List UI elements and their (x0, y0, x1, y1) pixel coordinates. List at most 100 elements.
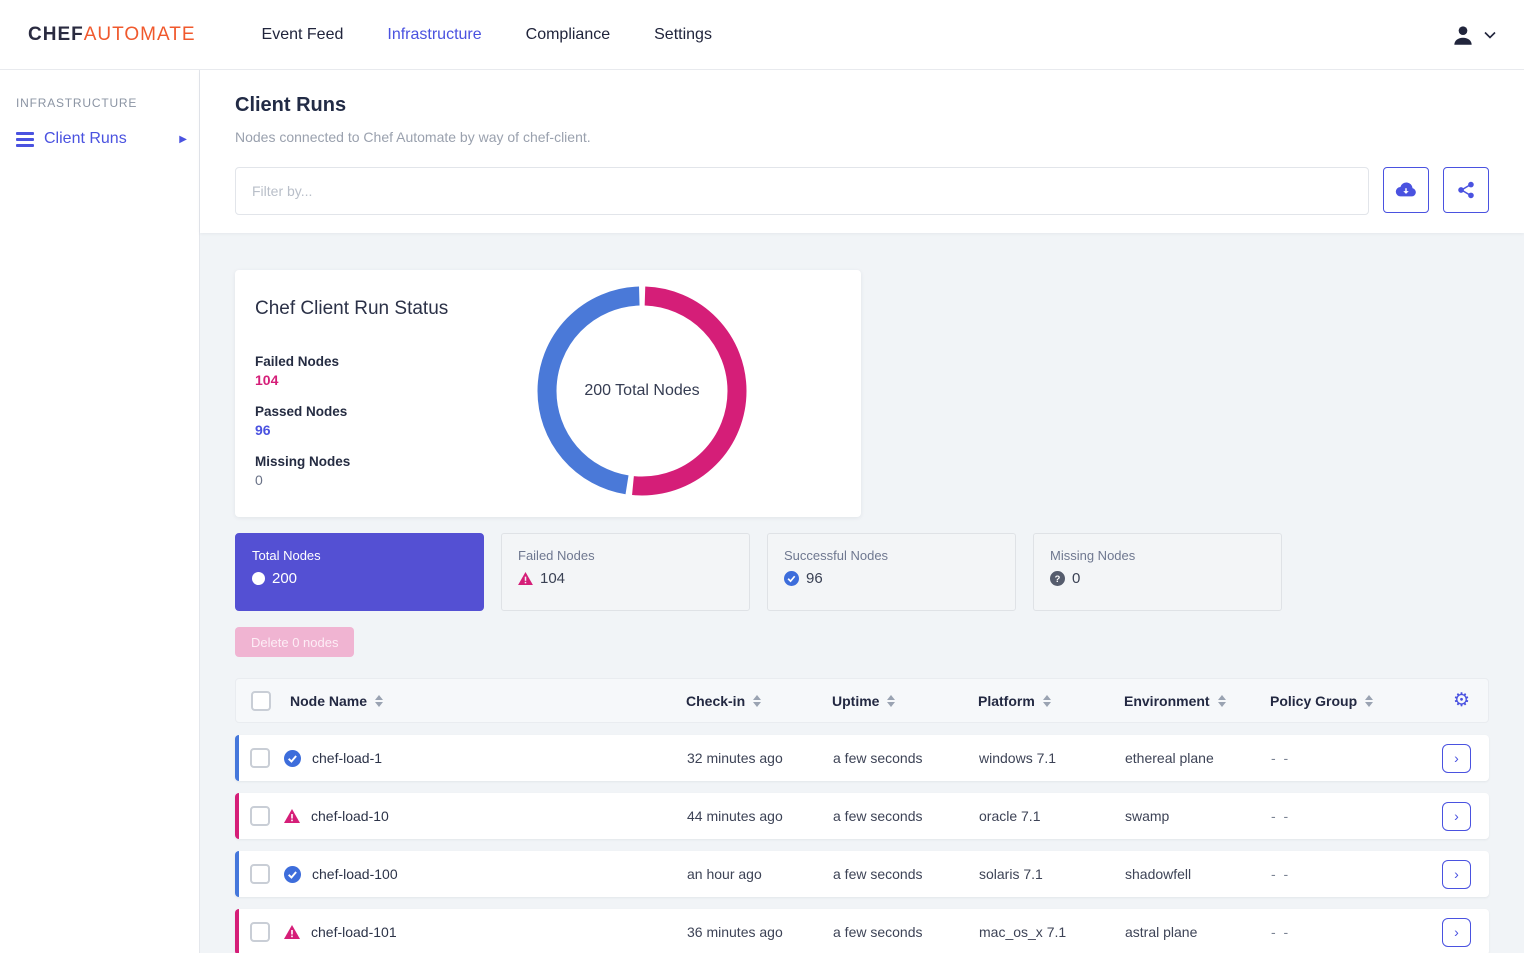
sidebar-section-title: INFRASTRUCTURE (16, 96, 138, 110)
chevron-right-icon: › (1454, 808, 1459, 824)
filter-bar (235, 167, 1489, 215)
select-all-checkbox[interactable] (251, 690, 271, 711)
nav-compliance[interactable]: Compliance (525, 25, 611, 43)
node-uptime: a few seconds (833, 808, 923, 824)
table-header-row: Node Name Check-in Uptime Platform Envir… (235, 678, 1489, 723)
sort-node-name[interactable] (375, 694, 384, 707)
top-navigation: CHEFAUTOMATE Event Feed Infrastructure C… (0, 0, 1524, 70)
sort-environment[interactable] (1217, 694, 1226, 707)
node-policy-group: - - (1271, 924, 1291, 940)
node-uptime: a few seconds (833, 924, 923, 940)
node-checkin: 36 minutes ago (687, 924, 783, 940)
failed-nodes-card[interactable]: Failed Nodes 104 (501, 533, 750, 611)
user-menu[interactable] (1450, 22, 1496, 48)
column-uptime: Uptime (832, 692, 880, 709)
total-nodes-card[interactable]: Total Nodes 200 (235, 533, 484, 611)
gear-icon[interactable]: ⚙ (1452, 690, 1470, 711)
nodes-table: Node Name Check-in Uptime Platform Envir… (235, 678, 1489, 953)
row-checkbox[interactable] (250, 748, 270, 768)
column-node-name: Node Name (290, 692, 368, 709)
passed-nodes-stat: Passed Nodes 96 (255, 404, 841, 438)
passed-nodes-label: Passed Nodes (255, 404, 348, 419)
successful-nodes-card[interactable]: Successful Nodes 96 (767, 533, 1016, 611)
download-button[interactable] (1383, 167, 1429, 213)
warning-icon (284, 925, 300, 939)
svg-text:?: ? (1055, 574, 1061, 584)
summary-cards: Total Nodes 200 Failed Nodes 104 (235, 533, 1489, 611)
nav-settings[interactable]: Settings (654, 25, 712, 43)
table-row: chef-load-1 32 minutes ago a few seconds… (235, 735, 1489, 781)
node-policy-group: - - (1271, 808, 1291, 824)
node-platform: solaris 7.1 (979, 866, 1043, 882)
sort-check-in[interactable] (753, 694, 762, 707)
row-checkbox[interactable] (250, 864, 270, 884)
warning-icon (284, 809, 300, 823)
filter-input[interactable] (235, 167, 1369, 215)
failed-nodes-label: Failed Nodes (255, 354, 340, 369)
node-name[interactable]: chef-load-10 (311, 808, 389, 824)
total-nodes-card-label: Total Nodes (252, 548, 321, 563)
node-name[interactable]: chef-load-1 (312, 750, 383, 766)
page-header: Client Runs Nodes connected to Chef Auto… (200, 70, 1524, 233)
row-checkbox[interactable] (250, 922, 270, 942)
failed-nodes-card-value: 104 (540, 570, 566, 587)
chevron-right-icon[interactable]: ▶ (179, 133, 187, 145)
question-circle-icon: ? (1050, 571, 1065, 586)
circle-icon (252, 572, 265, 585)
sort-platform[interactable] (1042, 694, 1051, 707)
sidebar-item-label: Client Runs (44, 130, 127, 147)
node-platform: oracle 7.1 (979, 808, 1041, 824)
warning-icon (518, 572, 533, 585)
nav-infrastructure[interactable]: Infrastructure (387, 25, 482, 43)
missing-nodes-card-value: 0 (1072, 570, 1081, 587)
node-checkin: an hour ago (687, 866, 762, 882)
donut-center-label: 200 Total Nodes (584, 382, 700, 399)
missing-nodes-card[interactable]: Missing Nodes ? 0 (1033, 533, 1282, 611)
node-environment: ethereal plane (1125, 750, 1214, 766)
check-circle-icon (284, 865, 301, 883)
column-environment: Environment (1124, 692, 1210, 709)
row-detail-button[interactable]: › (1442, 917, 1471, 947)
node-uptime: a few seconds (833, 866, 923, 882)
client-run-status-card: Chef Client Run Status Failed Nodes 104 … (235, 270, 861, 517)
row-detail-button[interactable]: › (1442, 801, 1471, 831)
chef-automate-logo[interactable]: CHEFAUTOMATE (28, 24, 196, 46)
missing-nodes-stat: Missing Nodes 0 (255, 454, 841, 488)
main-nav: Event Feed Infrastructure Compliance Set… (262, 26, 712, 44)
column-check-in: Check-in (686, 692, 746, 709)
failed-nodes-value: 104 (255, 372, 279, 388)
node-environment: astral plane (1125, 924, 1198, 940)
check-circle-icon (784, 571, 799, 586)
share-button[interactable] (1443, 167, 1489, 213)
donut-passed-segment (537, 286, 747, 496)
delete-nodes-button[interactable]: Delete 0 nodes (235, 627, 355, 657)
sidebar: INFRASTRUCTURE Client Runs ▶ (0, 70, 200, 953)
column-policy-group: Policy Group (1270, 692, 1358, 709)
node-name[interactable]: chef-load-101 (311, 924, 397, 940)
row-detail-button[interactable]: › (1442, 743, 1471, 773)
table-row: chef-load-100 an hour ago a few seconds … (235, 851, 1489, 897)
sort-uptime[interactable] (887, 694, 896, 707)
missing-nodes-card-label: Missing Nodes (1050, 548, 1136, 563)
donut-failed-segment (537, 286, 747, 496)
table-row: chef-load-101 36 minutes ago a few secon… (235, 909, 1489, 953)
chevron-right-icon: › (1454, 750, 1459, 766)
node-uptime: a few seconds (833, 750, 923, 766)
node-name[interactable]: chef-load-100 (312, 866, 398, 882)
status-card-title: Chef Client Run Status (255, 298, 449, 319)
passed-nodes-value: 96 (255, 422, 271, 438)
sidebar-item-client-runs[interactable]: Client Runs ▶ (0, 126, 199, 152)
row-checkbox[interactable] (250, 806, 270, 826)
chevron-right-icon: › (1454, 924, 1459, 940)
list-icon (16, 131, 34, 147)
row-detail-button[interactable]: › (1442, 859, 1471, 889)
sort-policy-group[interactable] (1365, 694, 1374, 707)
nav-event-feed[interactable]: Event Feed (261, 25, 344, 43)
missing-nodes-label: Missing Nodes (255, 454, 351, 469)
page-title: Client Runs (235, 94, 347, 116)
check-circle-icon (284, 749, 301, 767)
content-area: Chef Client Run Status Failed Nodes 104 … (200, 233, 1524, 953)
failed-nodes-stat: Failed Nodes 104 (255, 354, 841, 388)
table-row: chef-load-10 44 minutes ago a few second… (235, 793, 1489, 839)
failed-nodes-card-label: Failed Nodes (518, 548, 595, 563)
